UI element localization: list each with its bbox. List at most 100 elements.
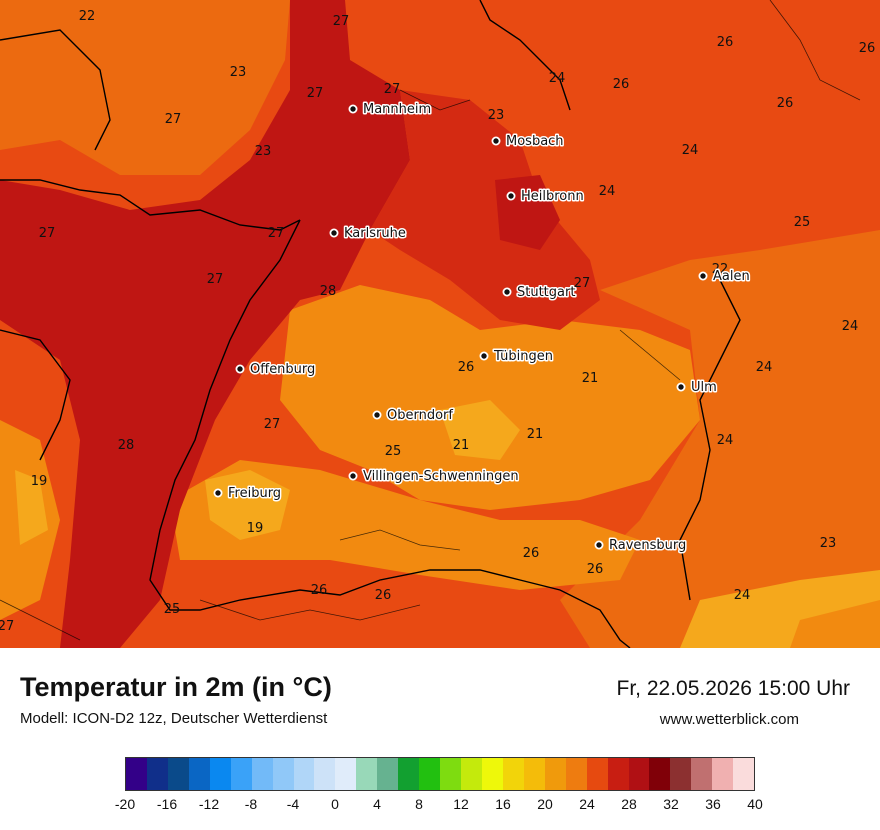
scale-segment (335, 758, 357, 790)
scale-segment (461, 758, 482, 790)
city-markers: Mannheim Mosbach Heilbronn Karlsruhe Aalen St… (213, 101, 751, 555)
temperature-value: 27 (307, 86, 324, 101)
website-link[interactable]: www.wetterblick.com (659, 711, 799, 728)
scale-tick-label: 12 (453, 796, 469, 812)
temperature-value: 27 (264, 417, 281, 432)
temperature-value: 27 (268, 226, 285, 241)
scale-tick-label: 40 (747, 796, 763, 812)
city-marker[interactable]: Oberndorf (372, 407, 455, 425)
city-dot (372, 410, 382, 420)
temperature-value: 23 (820, 536, 837, 551)
scale-tick-label: -4 (286, 796, 300, 812)
temperature-zone-southeast-warmest (790, 600, 880, 648)
city-name: Oberndorf (387, 408, 453, 423)
temperature-value: 27 (333, 14, 350, 29)
scale-segment (188, 758, 210, 790)
scale-segment (272, 758, 294, 790)
city-name: Freiburg (228, 486, 281, 501)
temperature-value: 24 (717, 433, 734, 448)
scale-tick-label: 32 (663, 796, 679, 812)
temperature-value: 24 (549, 71, 566, 86)
temperature-value: 28 (320, 284, 337, 299)
temperature-value: 25 (164, 602, 181, 617)
color-scale-ticks: -20 -16 -12 -8 -4 0 4 8 12 16 20 24 28 32 36 40 (115, 796, 763, 814)
city-name: Stuttgart (517, 285, 575, 300)
temperature-value: 24 (756, 360, 773, 375)
temperature-value: 23 (230, 65, 247, 80)
scale-segment (293, 758, 315, 790)
scale-segment (230, 758, 252, 790)
city-dot (348, 104, 358, 114)
city-marker[interactable]: Mannheim (348, 101, 433, 119)
city-dot (506, 191, 516, 201)
temperature-value: 26 (717, 35, 734, 50)
city-dot (676, 382, 686, 392)
scale-tick-label: 36 (705, 796, 721, 812)
temperature-value: 26 (375, 588, 392, 603)
temperature-value: 24 (599, 184, 616, 199)
temperature-value: 28 (118, 438, 135, 453)
temperature-value: 23 (255, 144, 272, 159)
scale-tick-label: 28 (621, 796, 637, 812)
temperature-value: 21 (527, 427, 544, 442)
city-marker[interactable]: Freiburg (213, 485, 283, 503)
city-dot (235, 364, 245, 374)
scale-tick-label: 8 (415, 796, 423, 812)
city-marker[interactable]: Karlsruhe (329, 225, 407, 243)
temperature-value: 23 (488, 108, 505, 123)
forecast-datetime: Fr, 22.05.2026 15:00 Uhr (616, 677, 851, 700)
city-name: Ulm (691, 380, 717, 395)
scale-segment (523, 758, 545, 790)
temperature-value: 19 (31, 474, 48, 489)
temperature-value: 27 (165, 112, 182, 127)
city-marker[interactable]: Ravensburg (594, 537, 688, 555)
city-name: Karlsruhe (344, 226, 406, 241)
temperature-value: 27 (0, 619, 14, 634)
temperature-values: 22 27 26 26 23 24 26 27 27 26 23 27 23 24 24 25 27 27 22 27… (0, 9, 875, 634)
temperature-value: 24 (734, 588, 751, 603)
scale-segment (251, 758, 273, 790)
temperature-value: 26 (311, 583, 328, 598)
city-name: Heilbronn (521, 189, 584, 204)
scale-tick-label: 20 (537, 796, 553, 812)
city-marker[interactable]: Villingen-Schwenningen (348, 468, 520, 486)
scale-segment (126, 758, 147, 790)
temperature-value: 26 (859, 41, 876, 56)
scale-segment (733, 758, 755, 790)
country-borders (0, 0, 741, 648)
temperature-value: 27 (574, 276, 591, 291)
scale-segment (419, 758, 441, 790)
temperature-value: 26 (458, 360, 475, 375)
scale-tick-label: 16 (495, 796, 511, 812)
temperature-map[interactable]: 22 27 26 26 23 24 26 27 27 26 23 27 23 24 24 25 27 27 22 27… (0, 0, 880, 648)
scale-segment (481, 758, 503, 790)
scale-segment (209, 758, 231, 790)
city-marker[interactable]: Offenburg (235, 361, 317, 379)
city-marker[interactable]: Heilbronn (506, 188, 585, 206)
temperature-value: 24 (842, 319, 859, 334)
scale-tick-label: -20 (114, 796, 136, 812)
temperature-value: 21 (453, 438, 470, 453)
city-marker[interactable]: Ulm (676, 379, 718, 397)
city-dot (213, 488, 223, 498)
city-marker[interactable]: Mosbach (491, 133, 565, 151)
city-marker[interactable]: Tübingen (479, 348, 555, 366)
scale-segment (377, 758, 399, 790)
temperature-value: 26 (587, 562, 604, 577)
city-name: Villingen-Schwenningen (363, 469, 519, 484)
city-marker[interactable]: Aalen (698, 268, 751, 286)
temperature-value: 21 (582, 371, 599, 386)
scale-segment (670, 758, 692, 790)
scale-segment (586, 758, 608, 790)
city-dot (594, 540, 604, 550)
city-marker[interactable]: Stuttgart (502, 284, 577, 302)
city-dot (491, 136, 501, 146)
map-title: Temperatur in 2m (in °C) (20, 672, 332, 702)
scale-segment (649, 758, 671, 790)
city-dot (502, 287, 512, 297)
scale-segment (440, 758, 461, 790)
scale-segment (565, 758, 587, 790)
temperature-zone-freiburg (205, 470, 290, 540)
temperature-value: 25 (794, 215, 811, 230)
temperature-zone-rhine-valley (0, 0, 410, 648)
